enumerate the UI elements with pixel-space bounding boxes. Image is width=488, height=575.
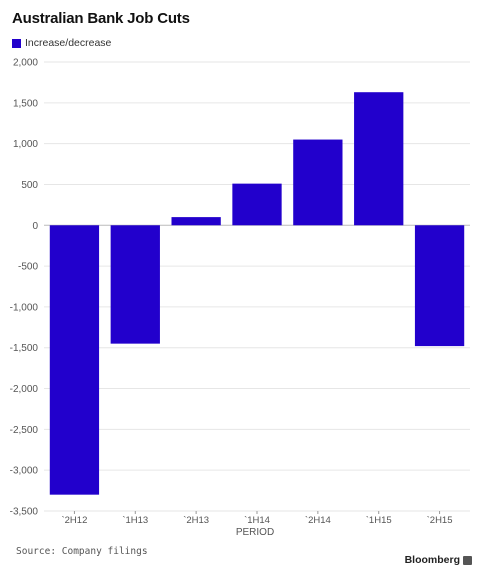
- y-tick-label: -1,000: [10, 302, 39, 313]
- bar: [414, 225, 465, 347]
- x-tick-label: `1H15: [366, 515, 392, 526]
- brand-logo: Bloomberg: [405, 554, 472, 566]
- x-tick-label: `2H14: [305, 515, 331, 526]
- y-tick-label: -3,500: [10, 507, 39, 518]
- bar: [49, 225, 100, 495]
- x-tick-label: `2H12: [61, 515, 87, 526]
- y-tick-label: -500: [18, 262, 38, 273]
- source-note: Source: Company filings: [16, 546, 148, 557]
- y-tick-label: -1,500: [10, 343, 39, 354]
- bar: [354, 92, 404, 226]
- y-tick-label: 500: [21, 180, 38, 191]
- bar: [232, 183, 282, 226]
- y-tick-label: 1,500: [13, 98, 38, 109]
- legend: Increase/decrease: [12, 37, 111, 49]
- y-tick-label: -3,000: [10, 466, 39, 477]
- x-axis-label: PERIOD: [236, 527, 274, 538]
- bar: [110, 225, 160, 344]
- x-tick-label: `1H13: [122, 515, 148, 526]
- y-tick-label: 1,000: [13, 139, 38, 150]
- x-tick-label: `2H13: [183, 515, 209, 526]
- chart-title: Australian Bank Job Cuts: [12, 10, 190, 27]
- legend-swatch: [12, 38, 21, 48]
- x-tick-label: `2H15: [427, 515, 453, 526]
- y-tick-label: -2,000: [10, 384, 39, 395]
- brand-name: Bloomberg: [404, 554, 460, 566]
- y-tick-label: 2,000: [13, 58, 38, 69]
- bar: [171, 217, 221, 226]
- y-tick-label: 0: [32, 221, 38, 232]
- brand-icon: [463, 555, 472, 565]
- bar: [293, 139, 343, 226]
- y-tick-label: -2,500: [10, 425, 39, 436]
- x-tick-label: `1H14: [244, 515, 270, 526]
- legend-label: Increase/decrease: [25, 37, 112, 49]
